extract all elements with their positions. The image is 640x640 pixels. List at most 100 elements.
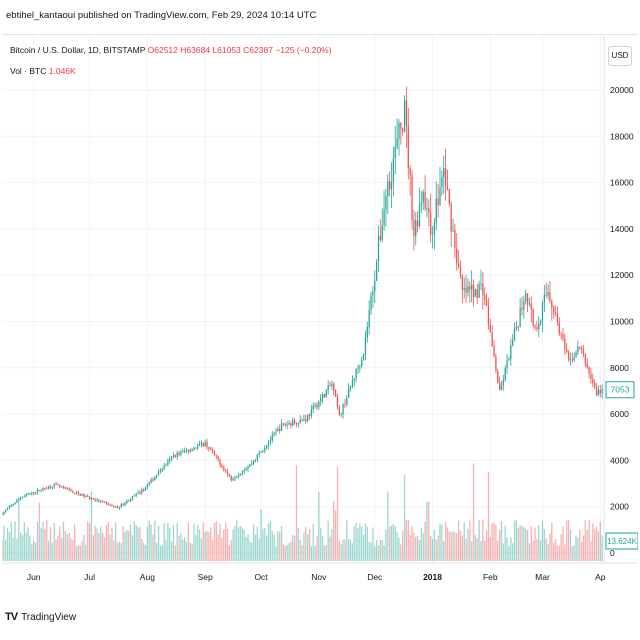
candle-body <box>139 492 141 494</box>
volume-bar <box>431 538 434 561</box>
candle-body <box>297 423 299 425</box>
candle-body <box>301 419 303 421</box>
volume-bar <box>528 543 531 561</box>
volume-bar <box>137 526 139 561</box>
volume-bar <box>420 528 423 561</box>
tradingview-logo: TV TradingView <box>5 611 76 623</box>
volume-bar <box>120 543 122 561</box>
volume-bar <box>597 531 600 561</box>
candle-body <box>312 405 314 410</box>
volume-bar <box>444 522 447 561</box>
volume-bar <box>295 465 298 561</box>
volume-bar <box>51 542 53 561</box>
volume-bar <box>180 532 182 561</box>
candle-body <box>292 420 294 426</box>
candle-body <box>120 504 122 508</box>
candle-body <box>81 494 83 496</box>
tradingview-icon: TV <box>5 611 18 623</box>
candle-body <box>370 295 372 310</box>
volume-bar <box>359 523 361 561</box>
candle-body <box>232 478 234 481</box>
candle-body <box>430 212 432 235</box>
x-tick-label: Aug <box>140 572 155 582</box>
candle-body <box>573 357 575 361</box>
volume-bar <box>594 528 596 561</box>
volume-bar <box>394 526 396 561</box>
candle-body <box>33 492 35 494</box>
volume-bar <box>174 545 176 561</box>
candle-body <box>318 401 320 408</box>
candle-body <box>107 503 109 506</box>
candle-body <box>543 294 546 303</box>
candle-body <box>204 441 206 447</box>
x-tick-label: Oct <box>254 572 268 582</box>
candle-body <box>566 349 568 353</box>
volume-bar <box>226 528 229 561</box>
candle-body <box>407 125 409 169</box>
candle-body <box>234 477 236 479</box>
volume-bar <box>476 538 478 561</box>
chart-frame[interactable]: 20000 18000 16000 14000 12000 10000 8000 6000 40… <box>2 34 638 597</box>
candle-body <box>176 452 178 458</box>
volume-bar <box>14 521 16 561</box>
candle-body <box>551 301 553 308</box>
currency-button[interactable]: USD <box>608 46 632 66</box>
y-tick-label: 16000 <box>610 178 634 188</box>
candle-body <box>157 471 160 476</box>
volume-bar <box>92 535 94 561</box>
ohlc-close: C62387 <box>243 45 273 55</box>
candle-body <box>122 504 124 506</box>
volume-bar <box>435 539 437 561</box>
volume-bar <box>85 544 87 561</box>
candle-body <box>323 394 326 398</box>
candle-body <box>258 452 260 455</box>
candle-body <box>448 189 450 204</box>
volume-bar <box>428 501 430 561</box>
candle-body <box>474 289 477 297</box>
volume-bar <box>457 520 460 561</box>
candle-body <box>446 186 449 190</box>
candle-body <box>77 492 80 494</box>
candle-body <box>131 496 134 500</box>
volume-bar <box>569 529 572 561</box>
volume-bar <box>396 531 398 561</box>
candle-body <box>321 394 324 399</box>
volume-bar <box>403 475 406 561</box>
volume-bar <box>390 525 393 561</box>
candle-body <box>465 287 467 293</box>
candle-body <box>141 489 143 494</box>
volume-bar <box>251 542 253 561</box>
candle-body <box>510 345 512 360</box>
candle-body <box>379 236 381 240</box>
candle-body <box>2 513 3 515</box>
volume-bar <box>223 529 225 561</box>
candle-body <box>560 333 562 335</box>
candle-body <box>200 442 203 444</box>
volume-bar <box>577 537 579 561</box>
candle-body <box>251 463 253 465</box>
volume-bar <box>521 526 523 561</box>
candle-body <box>362 353 365 361</box>
candle-body <box>457 263 460 267</box>
candle-body <box>115 506 117 508</box>
candle-body <box>541 302 544 321</box>
volume-bar <box>402 531 404 561</box>
volume-bar <box>441 524 443 561</box>
candle-body <box>51 486 53 488</box>
volume-bar <box>12 537 14 561</box>
candle-body <box>316 404 318 408</box>
candlestick-chart[interactable]: 2000018000160001400012000100008000600040… <box>2 35 638 597</box>
volume-bar <box>213 523 216 561</box>
volume-bar <box>10 521 12 561</box>
candle-body <box>444 168 447 187</box>
volume-bar <box>536 538 538 561</box>
candle-body <box>247 466 249 470</box>
symbol-name: Bitcoin / U.S. Dollar, 1D, BITSTAMP <box>10 45 146 55</box>
volume-bar <box>571 546 573 561</box>
volume-bar <box>284 545 286 561</box>
candle-body <box>38 490 40 492</box>
volume-bar <box>336 467 339 561</box>
volume-bar <box>271 531 273 561</box>
candle-body <box>571 359 573 361</box>
candle-body <box>331 383 333 387</box>
